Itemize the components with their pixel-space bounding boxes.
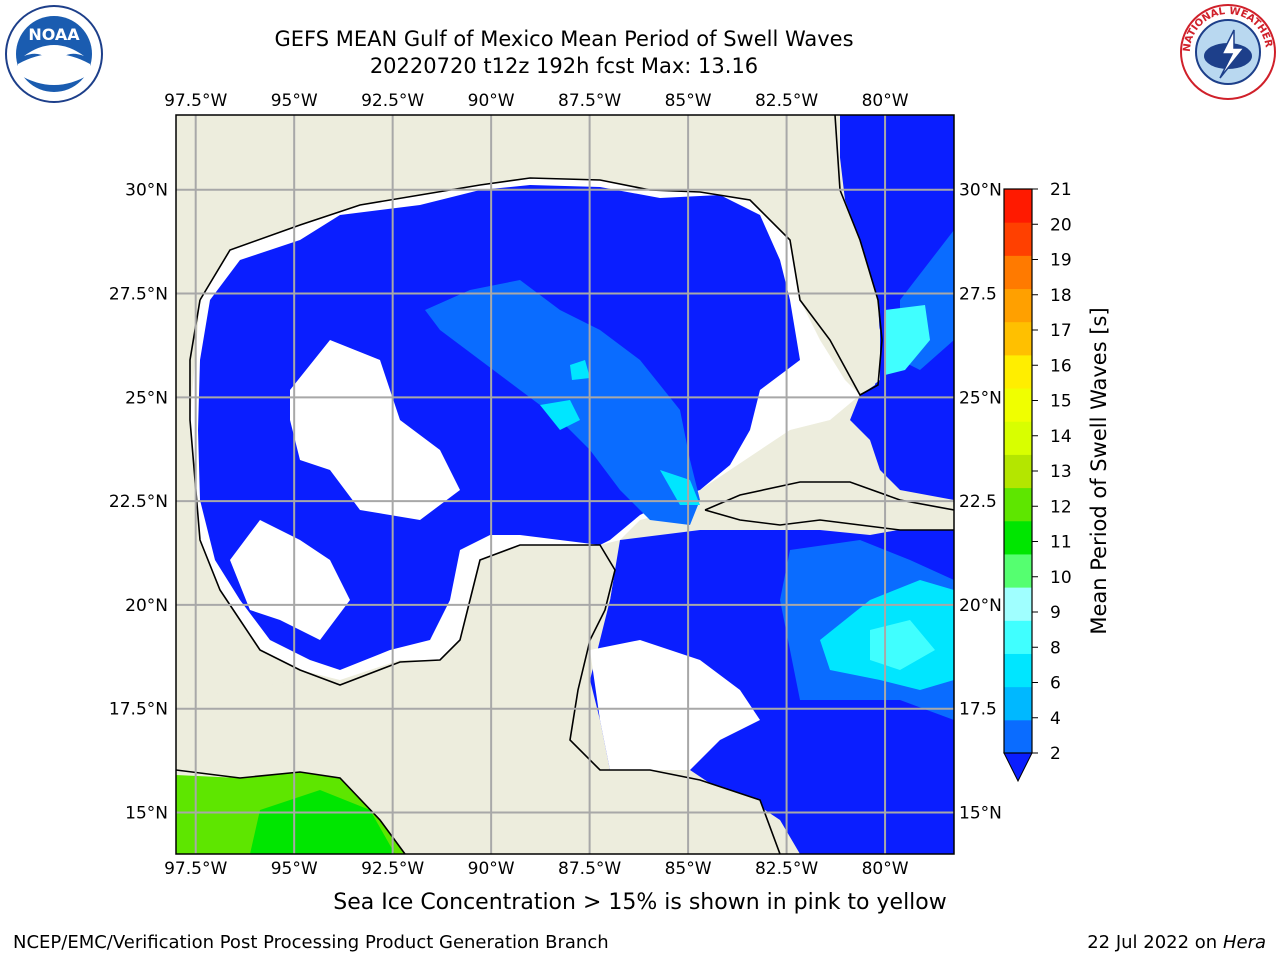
lat-tick-right: 22.5 — [959, 492, 997, 512]
caribbean-top — [870, 620, 935, 670]
us-land — [176, 115, 680, 420]
lat-tick-right: 17.5 — [959, 700, 997, 720]
lon-tick-top: 97.5°W — [164, 91, 227, 111]
lat-tick-left: 15°N — [125, 803, 168, 823]
colorbar-tick-label: 4 — [1050, 709, 1061, 729]
low-swell-patch — [230, 520, 350, 640]
colorbar-swatch — [1004, 653, 1032, 688]
colorbar-swatch — [1004, 620, 1032, 654]
noaa-logo-text: NOAA — [28, 25, 80, 44]
central-gulf-peak — [540, 360, 700, 505]
colorbar-extend — [1003, 752, 1033, 783]
lat-tick-left: 30°N — [125, 181, 168, 201]
colorbar-tick-label: 19 — [1050, 251, 1072, 271]
colorbar-tick-label: 13 — [1050, 462, 1072, 482]
colorbar-swatch — [1004, 189, 1032, 223]
colorbar-swatch — [1004, 388, 1032, 422]
lat-tick-right: 27.5 — [959, 285, 997, 305]
map-frame — [175, 114, 955, 855]
chart-subtitle: 20220720 t12z 192h fcst Max: 13.16 — [369, 54, 759, 78]
colorbar-tick-label: 2 — [1050, 744, 1061, 764]
colorbar-swatch — [1004, 222, 1032, 256]
lon-tick-top: 90°W — [468, 91, 515, 111]
map-axes: 97.5°W 97.5°W 95°W 95°W 92.5°W 92.5°W 90°W 90°W… — [109, 91, 1002, 879]
colorbar-tick-label: 18 — [1050, 286, 1072, 306]
colorbar-swatch — [1004, 354, 1032, 389]
lon-tick-top: 95°W — [271, 91, 318, 111]
atlantic-peak — [885, 305, 930, 375]
lon-tick-bottom: 82.5°W — [755, 859, 818, 879]
colorbar-swatch — [1004, 487, 1032, 522]
host-name: Hera — [1222, 932, 1266, 953]
colorbar-tick-label: 8 — [1050, 638, 1061, 658]
date-text: 22 Jul 2022 on — [1087, 932, 1218, 953]
lon-tick-top: 82.5°W — [755, 91, 818, 111]
credit-text: NCEP/EMC/Verification Post Processing Pr… — [13, 932, 609, 953]
colorbar-swatch — [1004, 288, 1032, 323]
date-stamp: 22 Jul 2022 on Hera — [1087, 932, 1266, 953]
caribbean-low-patch — [590, 640, 760, 770]
lat-tick-right: 25°N — [959, 388, 1002, 408]
gulf-swell-region — [198, 185, 800, 670]
lon-tick-top: 92.5°W — [361, 91, 424, 111]
sea-ice-note: Sea Ice Concentration > 15% is shown in … — [333, 890, 947, 915]
map-gridlines — [176, 115, 954, 854]
low-swell-patch — [290, 340, 460, 520]
colorbar-tick-label: 12 — [1050, 497, 1072, 517]
colorbar-swatch — [1004, 587, 1032, 621]
pacific-peak — [250, 790, 395, 854]
lat-tick-left: 25°N — [125, 388, 168, 408]
lon-tick-bottom: 80°W — [862, 859, 909, 879]
lon-tick-top: 85°W — [665, 91, 712, 111]
colorbar-tick-label: 6 — [1050, 674, 1061, 694]
colorbar-swatch — [1004, 255, 1032, 290]
lon-tick-top: 87.5°W — [558, 91, 621, 111]
colorbar-swatch — [1004, 719, 1032, 754]
lat-tick-left: 20°N — [125, 596, 168, 616]
lat-tick-left: 27.5°N — [109, 285, 168, 305]
colorbar-swatch — [1004, 454, 1032, 489]
lat-tick-right: 20°N — [959, 596, 1002, 616]
colorbar-tick-label: 11 — [1050, 533, 1072, 553]
cuba-land — [705, 482, 954, 530]
lon-tick-top: 80°W — [862, 91, 909, 111]
colorbar-label: Mean Period of Swell Waves [s] — [1087, 307, 1111, 634]
colorbar-swatch — [1004, 686, 1032, 721]
colorbar-swatch — [1004, 421, 1032, 455]
coastline-west — [189, 299, 781, 854]
lon-tick-bottom: 97.5°W — [164, 859, 227, 879]
colorbar-tick-label: 21 — [1050, 180, 1072, 200]
nws-logo: NATIONAL WEATHER SERVICE — [1178, 2, 1276, 100]
colorbar-tick-label: 9 — [1050, 603, 1061, 623]
colorbar-tick-label: 14 — [1050, 427, 1072, 447]
colorbar-tick-label: 15 — [1050, 392, 1072, 412]
colorbar-tick-label: 10 — [1050, 568, 1072, 588]
colorbar-swatch — [1004, 553, 1032, 588]
lat-tick-left: 22.5°N — [109, 492, 168, 512]
lat-tick-right: 15°N — [959, 803, 1002, 823]
colorbar-swatch — [1004, 321, 1032, 356]
colorbar-tick-label: 17 — [1050, 321, 1072, 341]
colorbar-tick-label: 20 — [1050, 215, 1072, 235]
florida-land — [680, 115, 954, 395]
coastline-north — [199, 115, 883, 397]
lon-tick-bottom: 85°W — [665, 859, 712, 879]
lon-tick-bottom: 95°W — [271, 859, 318, 879]
lon-tick-bottom: 87.5°W — [558, 859, 621, 879]
colorbar-swatch — [1004, 520, 1032, 555]
lat-tick-left: 17.5°N — [109, 700, 168, 720]
coastline-pacific — [176, 769, 406, 854]
colorbar: 2 4 6 8 9 10 11 12 13 14 15 16 17 18 19 20 21 Mean Period… — [1003, 180, 1111, 783]
atlantic-swell-region — [840, 115, 954, 500]
lat-tick-right: 30°N — [959, 181, 1002, 201]
lon-tick-bottom: 90°W — [468, 859, 515, 879]
noaa-logo: NOAA — [5, 5, 103, 103]
chart-title: GEFS MEAN Gulf of Mexico Mean Period of … — [274, 27, 854, 51]
lon-tick-bottom: 92.5°W — [361, 859, 424, 879]
colorbar-tick-label: 16 — [1050, 356, 1072, 376]
